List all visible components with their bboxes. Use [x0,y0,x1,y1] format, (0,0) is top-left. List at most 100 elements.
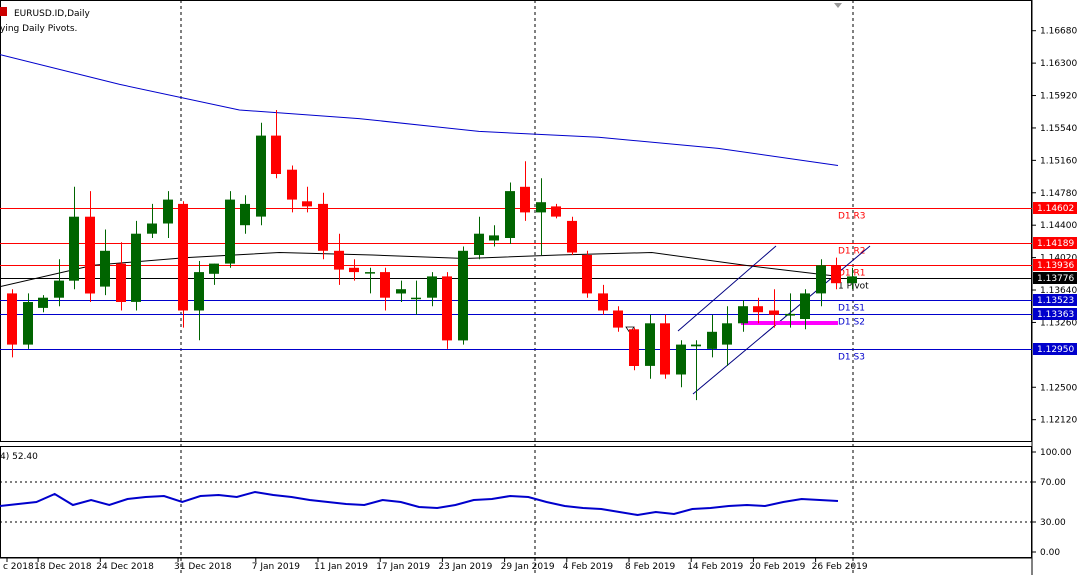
candle-body-8 [131,233,141,302]
price-tag-r3 [1033,202,1077,214]
candle-body-23 [365,272,375,274]
candle-body-46 [722,323,732,345]
price-tag-label-pivot: 1.13776 [1037,274,1074,284]
candle-body-16 [256,135,266,217]
candle-body-11 [178,203,188,311]
symbol-label: EURUSD.ID,Daily [14,9,91,19]
candle-body-42 [660,323,670,375]
pivot-label-r1: D1 R1 [838,269,866,279]
price-label-1: 1.16300 [1040,59,1077,69]
candle-body-0 [7,293,17,345]
price-label-4: 1.15160 [1040,156,1077,166]
rsi-line [0,490,839,517]
price-label-9: 1.13260 [1040,318,1077,328]
date-label-5: 11 Jan 2019 [314,562,368,572]
date-label-7: 23 Jan 2019 [438,562,492,572]
candle-body-19 [302,201,312,207]
candle-body-39 [613,310,623,328]
price-tag-label-r1: 1.13936 [1037,261,1074,271]
candlesticks [7,110,857,401]
price-tag-s3 [1033,343,1077,355]
candle-body-34 [536,202,546,213]
candle-body-51 [800,293,810,319]
pivot-label-r3: D1 R3 [838,212,866,222]
candle-body-36 [567,220,577,253]
candle-body-10 [163,199,173,224]
candle-body-24 [380,272,390,298]
pivot-label-s1: D1 S1 [838,304,865,314]
ma-long-line [0,54,839,166]
date-axis: c 2018 18 Dec 2018 24 Dec 2018 31 Dec 2018 7… [3,558,868,572]
price-tag-label-s2: 1.13363 [1037,310,1074,320]
date-label-2: 24 Dec 2018 [96,562,154,572]
date-label-1: 18 Dec 2018 [34,562,92,572]
candle-body-35 [551,206,561,217]
price-tag-label-r3: 1.14602 [1037,204,1074,214]
candle-body-18 [287,169,297,200]
candle-body-40 [629,329,639,366]
rsi-level-label-0: 100.00 [1040,448,1072,458]
candle-body-28 [442,276,452,341]
rsi-level-label-1: 70.00 [1040,478,1066,488]
pivot-label-s2: D1 S2 [838,318,865,328]
channel-upper-line [677,245,777,332]
candle-body-12 [194,272,204,311]
candle-body-15 [240,203,250,226]
candle-body-20 [318,203,328,251]
date-label-0: c 2018 [3,562,34,572]
date-label-9: 4 Feb 2019 [563,562,614,572]
price-axis: 1.16680 1.16300 1.15920 1.15540 1.15160 1.147… [1032,27,1077,426]
price-label-11: 1.12120 [1040,416,1077,426]
rsi-panel: 100.00 70.00 30.00 0.00 [0,448,1072,558]
price-tag-label-r2: 1.14189 [1037,239,1074,249]
main-panel-frame [0,0,1032,442]
indicator-label: ying Daily Pivots. [0,24,77,34]
candle-body-41 [645,323,655,366]
candle-body-1 [23,302,33,345]
price-label-8: 1.13640 [1040,286,1077,296]
date-label-13: 26 Feb 2019 [812,562,868,572]
candle-body-2 [38,297,48,308]
candle-body-53 [831,265,841,284]
date-label-4: 7 Jan 2019 [252,562,300,572]
candle-body-3 [54,280,64,298]
candle-body-4 [69,216,79,281]
rsi-level-label-3: 0.00 [1040,548,1060,558]
candle-body-38 [598,293,608,311]
price-label-2: 1.15920 [1040,92,1077,102]
date-label-6: 17 Jan 2019 [376,562,430,572]
candle-body-9 [147,223,157,234]
price-tag-r1 [1033,259,1077,271]
price-label-3: 1.15540 [1040,124,1077,134]
candle-body-14 [225,199,235,264]
candle-body-47 [738,306,748,324]
candle-body-5 [85,216,95,294]
candle-body-31 [489,235,499,241]
price-tag-r2 [1033,237,1077,249]
date-label-12: 20 Feb 2019 [749,562,805,572]
candle-body-13 [209,263,219,274]
scroll-marker-icon[interactable] [834,3,842,8]
candle-body-45 [707,331,717,349]
price-tag-label-s1: 1.13523 [1037,296,1074,306]
price-label-0: 1.16680 [1040,27,1077,37]
candle-body-54 [847,276,857,284]
candle-body-17 [271,135,281,174]
price-label-10: 1.12500 [1040,383,1077,393]
candle-body-37 [582,255,592,294]
candle-body-50 [785,313,795,316]
candle-body-7 [116,263,126,302]
period-separators [180,0,854,575]
date-label-8: 29 Jan 2019 [501,562,555,572]
candle-body-21 [334,250,344,270]
candle-body-49 [769,310,779,315]
candle-body-22 [349,267,359,273]
candle-body-44 [691,344,701,347]
price-label-6: 1.14400 [1040,221,1077,231]
pivot-label-s3: D1 S3 [838,353,865,363]
pivot-label-r2: D1 R2 [838,247,866,257]
price-label-7: 1.14020 [1040,254,1077,264]
candle-body-6 [100,250,110,287]
price-tag-s1 [1033,294,1077,306]
